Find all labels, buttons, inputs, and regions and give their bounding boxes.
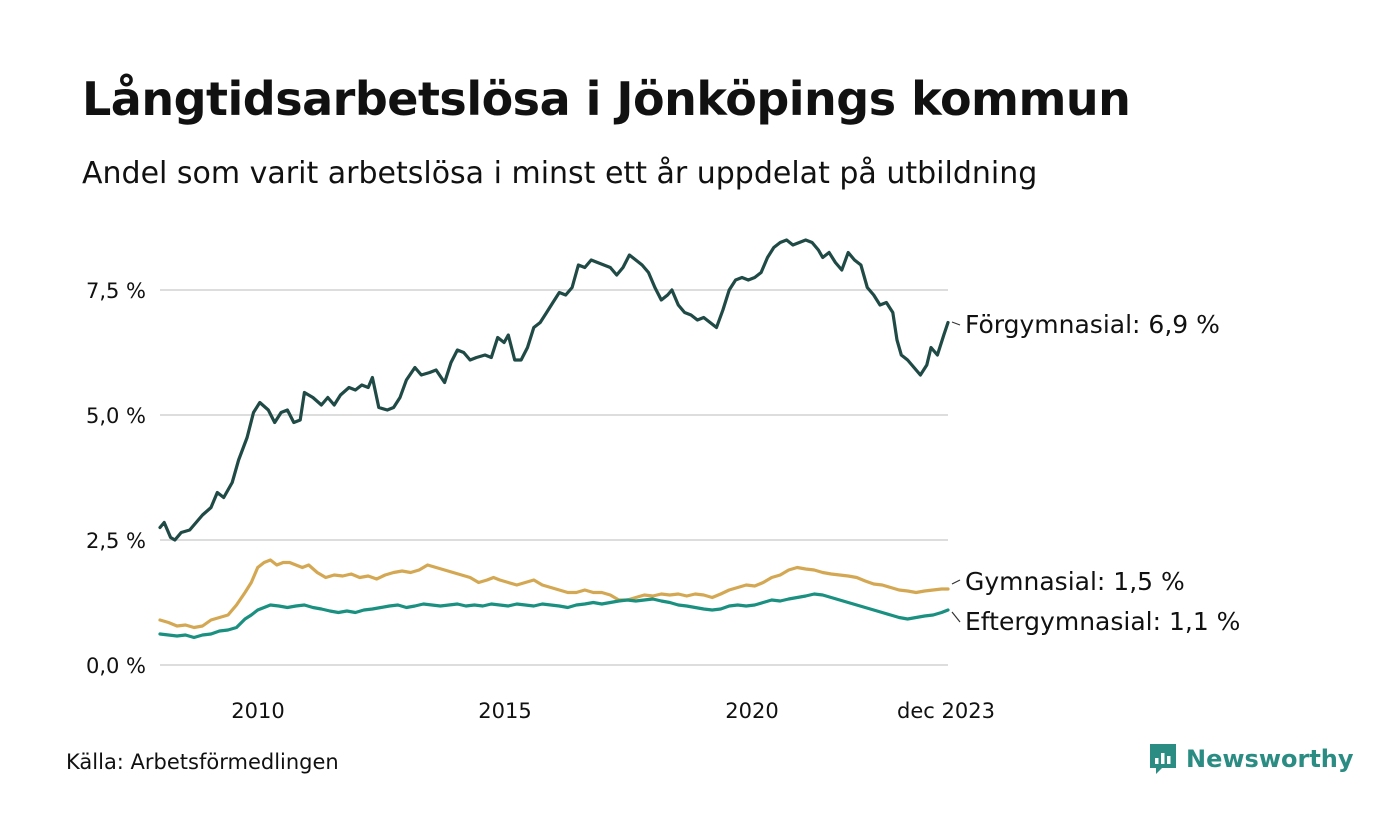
- brand-name: Newsworthy: [1186, 745, 1354, 773]
- label-leader: [951, 321, 961, 326]
- grid-lines: [160, 289, 948, 666]
- x-tick-label: 2010: [231, 699, 284, 723]
- x-tick-label: 2020: [725, 699, 778, 723]
- label-leader: [951, 611, 961, 623]
- x-tick-label: dec 2023: [897, 699, 995, 723]
- y-tick-label: 2,5 %: [86, 529, 146, 553]
- x-tick-label: 2015: [478, 699, 531, 723]
- series-label-gymnasial: Gymnasial: 1,5 %: [965, 567, 1185, 596]
- series-label-förgymnasial: Förgymnasial: 6,9 %: [965, 310, 1220, 339]
- y-tick-label: 7,5 %: [86, 279, 146, 303]
- series-line-förgymnasial: [158, 238, 950, 542]
- y-tick-label: 0,0 %: [86, 654, 146, 678]
- label-leader: [951, 579, 961, 585]
- series-lines: [158, 238, 950, 640]
- chart-subtitle: Andel som varit arbetslösa i minst ett å…: [82, 156, 1038, 191]
- brand-logo: Newsworthy: [1148, 742, 1354, 776]
- series-line-eftergymnasial: [158, 592, 950, 640]
- series-line-gymnasial: [158, 558, 950, 630]
- series-label-eftergymnasial: Eftergymnasial: 1,1 %: [965, 607, 1240, 636]
- series-end-labels: Förgymnasial: 6,9 % Gymnasial: 1,5 % Efter…: [951, 310, 1240, 636]
- y-axis-tick-labels: 0,0 % 2,5 % 5,0 % 7,5 %: [86, 279, 146, 678]
- source-note: Källa: Arbetsförmedlingen: [66, 750, 339, 774]
- chart-title: Långtidsarbetslösa i Jönköpings kommun: [82, 72, 1131, 126]
- newsworthy-logo-icon: [1150, 744, 1176, 774]
- x-axis-tick-labels: 2010 2015 2020 dec 2023: [231, 699, 995, 723]
- y-tick-label: 5,0 %: [86, 404, 146, 428]
